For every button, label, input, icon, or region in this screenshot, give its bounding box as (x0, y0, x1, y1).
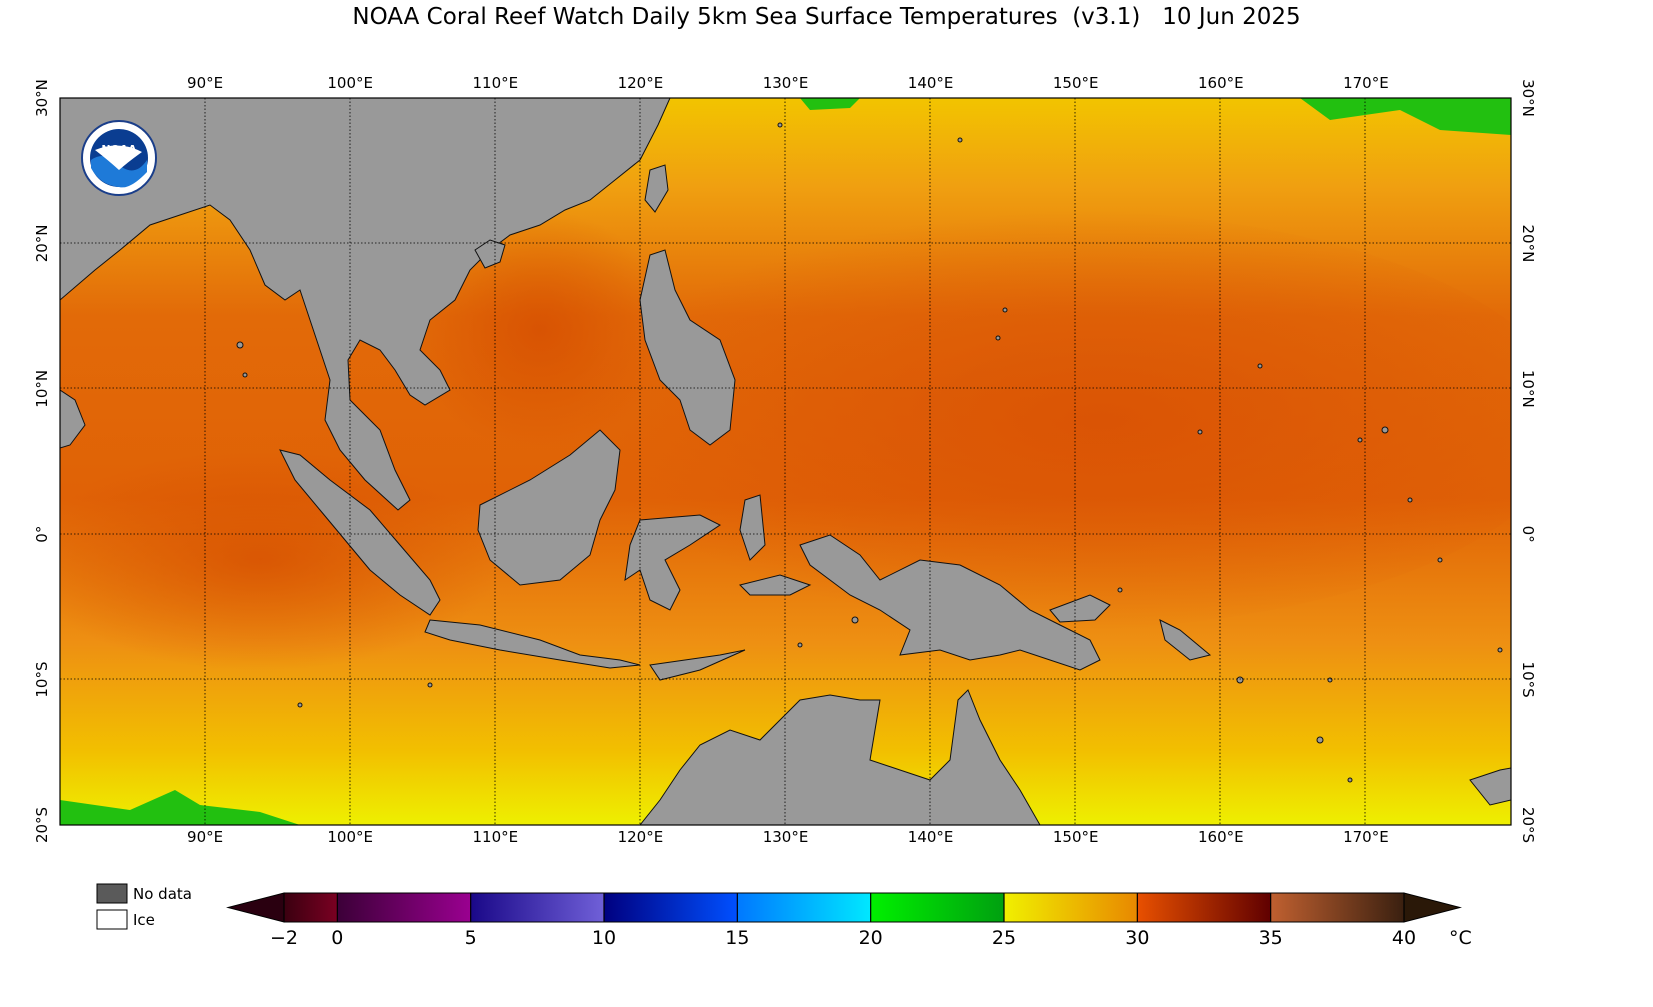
lat-tick-right: 30°N (1519, 79, 1537, 117)
lat-tick-left: 20°N (33, 224, 51, 262)
colorbar-segment (1137, 893, 1271, 922)
colorbar (226, 892, 1462, 923)
colorbar-segment (284, 893, 338, 922)
lon-tick-top: 120°E (618, 74, 664, 92)
cool-patch-south-indian (60, 790, 300, 825)
philippines (639, 249, 736, 446)
colorbar-segment (1270, 893, 1404, 922)
lon-tick-top: 100°E (327, 74, 373, 92)
new-guinea (799, 534, 1101, 671)
taiwan (644, 164, 669, 213)
hainan (474, 239, 506, 269)
lat-tick-right: 20°N (1519, 224, 1537, 262)
warm-pool-pacific (530, 210, 1511, 630)
lat-tick-left: 10°S (33, 662, 51, 698)
colorbar-tick-label: 10 (592, 927, 616, 949)
colorbar-segment (737, 893, 871, 922)
colorbar-under-arrow (226, 892, 285, 923)
lat-tick-right: 20°S (1519, 807, 1537, 843)
lon-tick-top: 110°E (472, 74, 518, 92)
lat-tick-left: 10°N (33, 370, 51, 408)
australia (639, 689, 1041, 825)
solomon-islands (1159, 619, 1212, 661)
colorbar-tick-label: 20 (859, 927, 883, 949)
noaa-logo-icon: NOAA (81, 120, 157, 196)
halmahera (739, 494, 766, 561)
warm-pool-south-china-sea (410, 210, 670, 450)
lon-tick-top: 150°E (1053, 74, 1099, 92)
small-islands (236, 122, 1503, 783)
lon-tick-bottom: 170°E (1343, 828, 1389, 846)
land-masses (60, 98, 1511, 825)
new-caledonia-fiji-edge (1469, 767, 1511, 806)
colorbar-segment (604, 893, 738, 922)
longitude-labels-bottom: 90°E 100°E 110°E 120°E 130°E 140°E 150°E 160°E 1… (187, 828, 1389, 846)
colorbar-segment (337, 893, 471, 922)
lon-tick-bottom: 130°E (763, 828, 809, 846)
cool-patch-north-pacific (1300, 98, 1511, 135)
gridlines (60, 98, 1511, 825)
cool-patch-north (800, 98, 860, 110)
sulawesi (624, 514, 721, 611)
lon-tick-bottom: 150°E (1053, 828, 1099, 846)
lon-tick-bottom: 140°E (908, 828, 954, 846)
ice-label: Ice (133, 911, 155, 929)
ice-swatch (96, 909, 128, 930)
java (424, 619, 641, 669)
colorbar-tick-label: −2 (270, 927, 298, 949)
lon-tick-bottom: 120°E (618, 828, 664, 846)
no-data-label: No data (133, 885, 192, 903)
map-panel (60, 98, 1511, 825)
lat-tick-right: 10°S (1519, 662, 1537, 698)
warm-pool-indian (60, 450, 500, 670)
lon-tick-top: 140°E (908, 74, 954, 92)
colorbar-tick-label: 5 (465, 927, 477, 949)
lat-tick-left: 30°N (33, 79, 51, 117)
map-title: NOAA Coral Reef Watch Daily 5km Sea Surf… (352, 4, 1301, 30)
colorbar-tick-label: 35 (1259, 927, 1283, 949)
sri-lanka (60, 389, 86, 449)
colorbar-tick-label: 15 (725, 927, 749, 949)
map-frame (59, 97, 1512, 826)
longitude-labels-top: 90°E 100°E 110°E 120°E 130°E 140°E 150°E 160°E 1… (187, 74, 1389, 92)
colorbar-tick-label: 30 (1125, 927, 1149, 949)
lon-tick-top: 90°E (187, 74, 223, 92)
lon-tick-bottom: 100°E (327, 828, 373, 846)
lon-tick-top: 130°E (763, 74, 809, 92)
borneo (477, 429, 621, 586)
colorbar-tick-label: 40 (1392, 927, 1416, 949)
lon-tick-bottom: 160°E (1198, 828, 1244, 846)
sumatra (279, 449, 441, 616)
lat-tick-right: 10°N (1519, 370, 1537, 408)
no-data-swatch (96, 883, 128, 904)
colorbar-over-arrow (1403, 892, 1462, 923)
colorbar-tick-label: 25 (992, 927, 1016, 949)
lon-tick-bottom: 110°E (472, 828, 518, 846)
lat-tick-left: 20°S (33, 807, 51, 843)
colorbar-tick-label: 0 (331, 927, 343, 949)
lesser-sunda-islands (649, 649, 746, 681)
noaa-logo-text: NOAA (101, 143, 137, 156)
colorbar-segment (1004, 893, 1138, 922)
lat-tick-right: 0° (1519, 526, 1537, 543)
colorbar-tick-labels: −2 0 5 10 15 20 25 30 35 40 (270, 927, 1416, 949)
latitude-labels-left: 30°N 20°N 10°N 0° 10°S 20°S (33, 79, 51, 843)
lon-tick-top: 160°E (1198, 74, 1244, 92)
colorbar-unit: °C (1449, 927, 1472, 949)
colorbar-segment (470, 893, 604, 922)
lon-tick-bottom: 90°E (187, 828, 223, 846)
colorbar-segment (870, 893, 1004, 922)
lat-tick-left: 0° (33, 526, 51, 543)
lon-tick-top: 170°E (1343, 74, 1389, 92)
new-britain (1049, 594, 1111, 623)
latitude-labels-right: 30°N 20°N 10°N 0° 10°S 20°S (1519, 79, 1537, 843)
seram (739, 574, 812, 596)
